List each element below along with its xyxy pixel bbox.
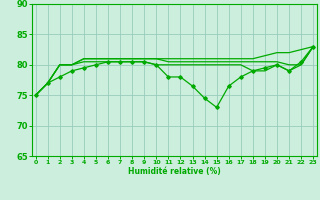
X-axis label: Humidité relative (%): Humidité relative (%)	[128, 167, 221, 176]
